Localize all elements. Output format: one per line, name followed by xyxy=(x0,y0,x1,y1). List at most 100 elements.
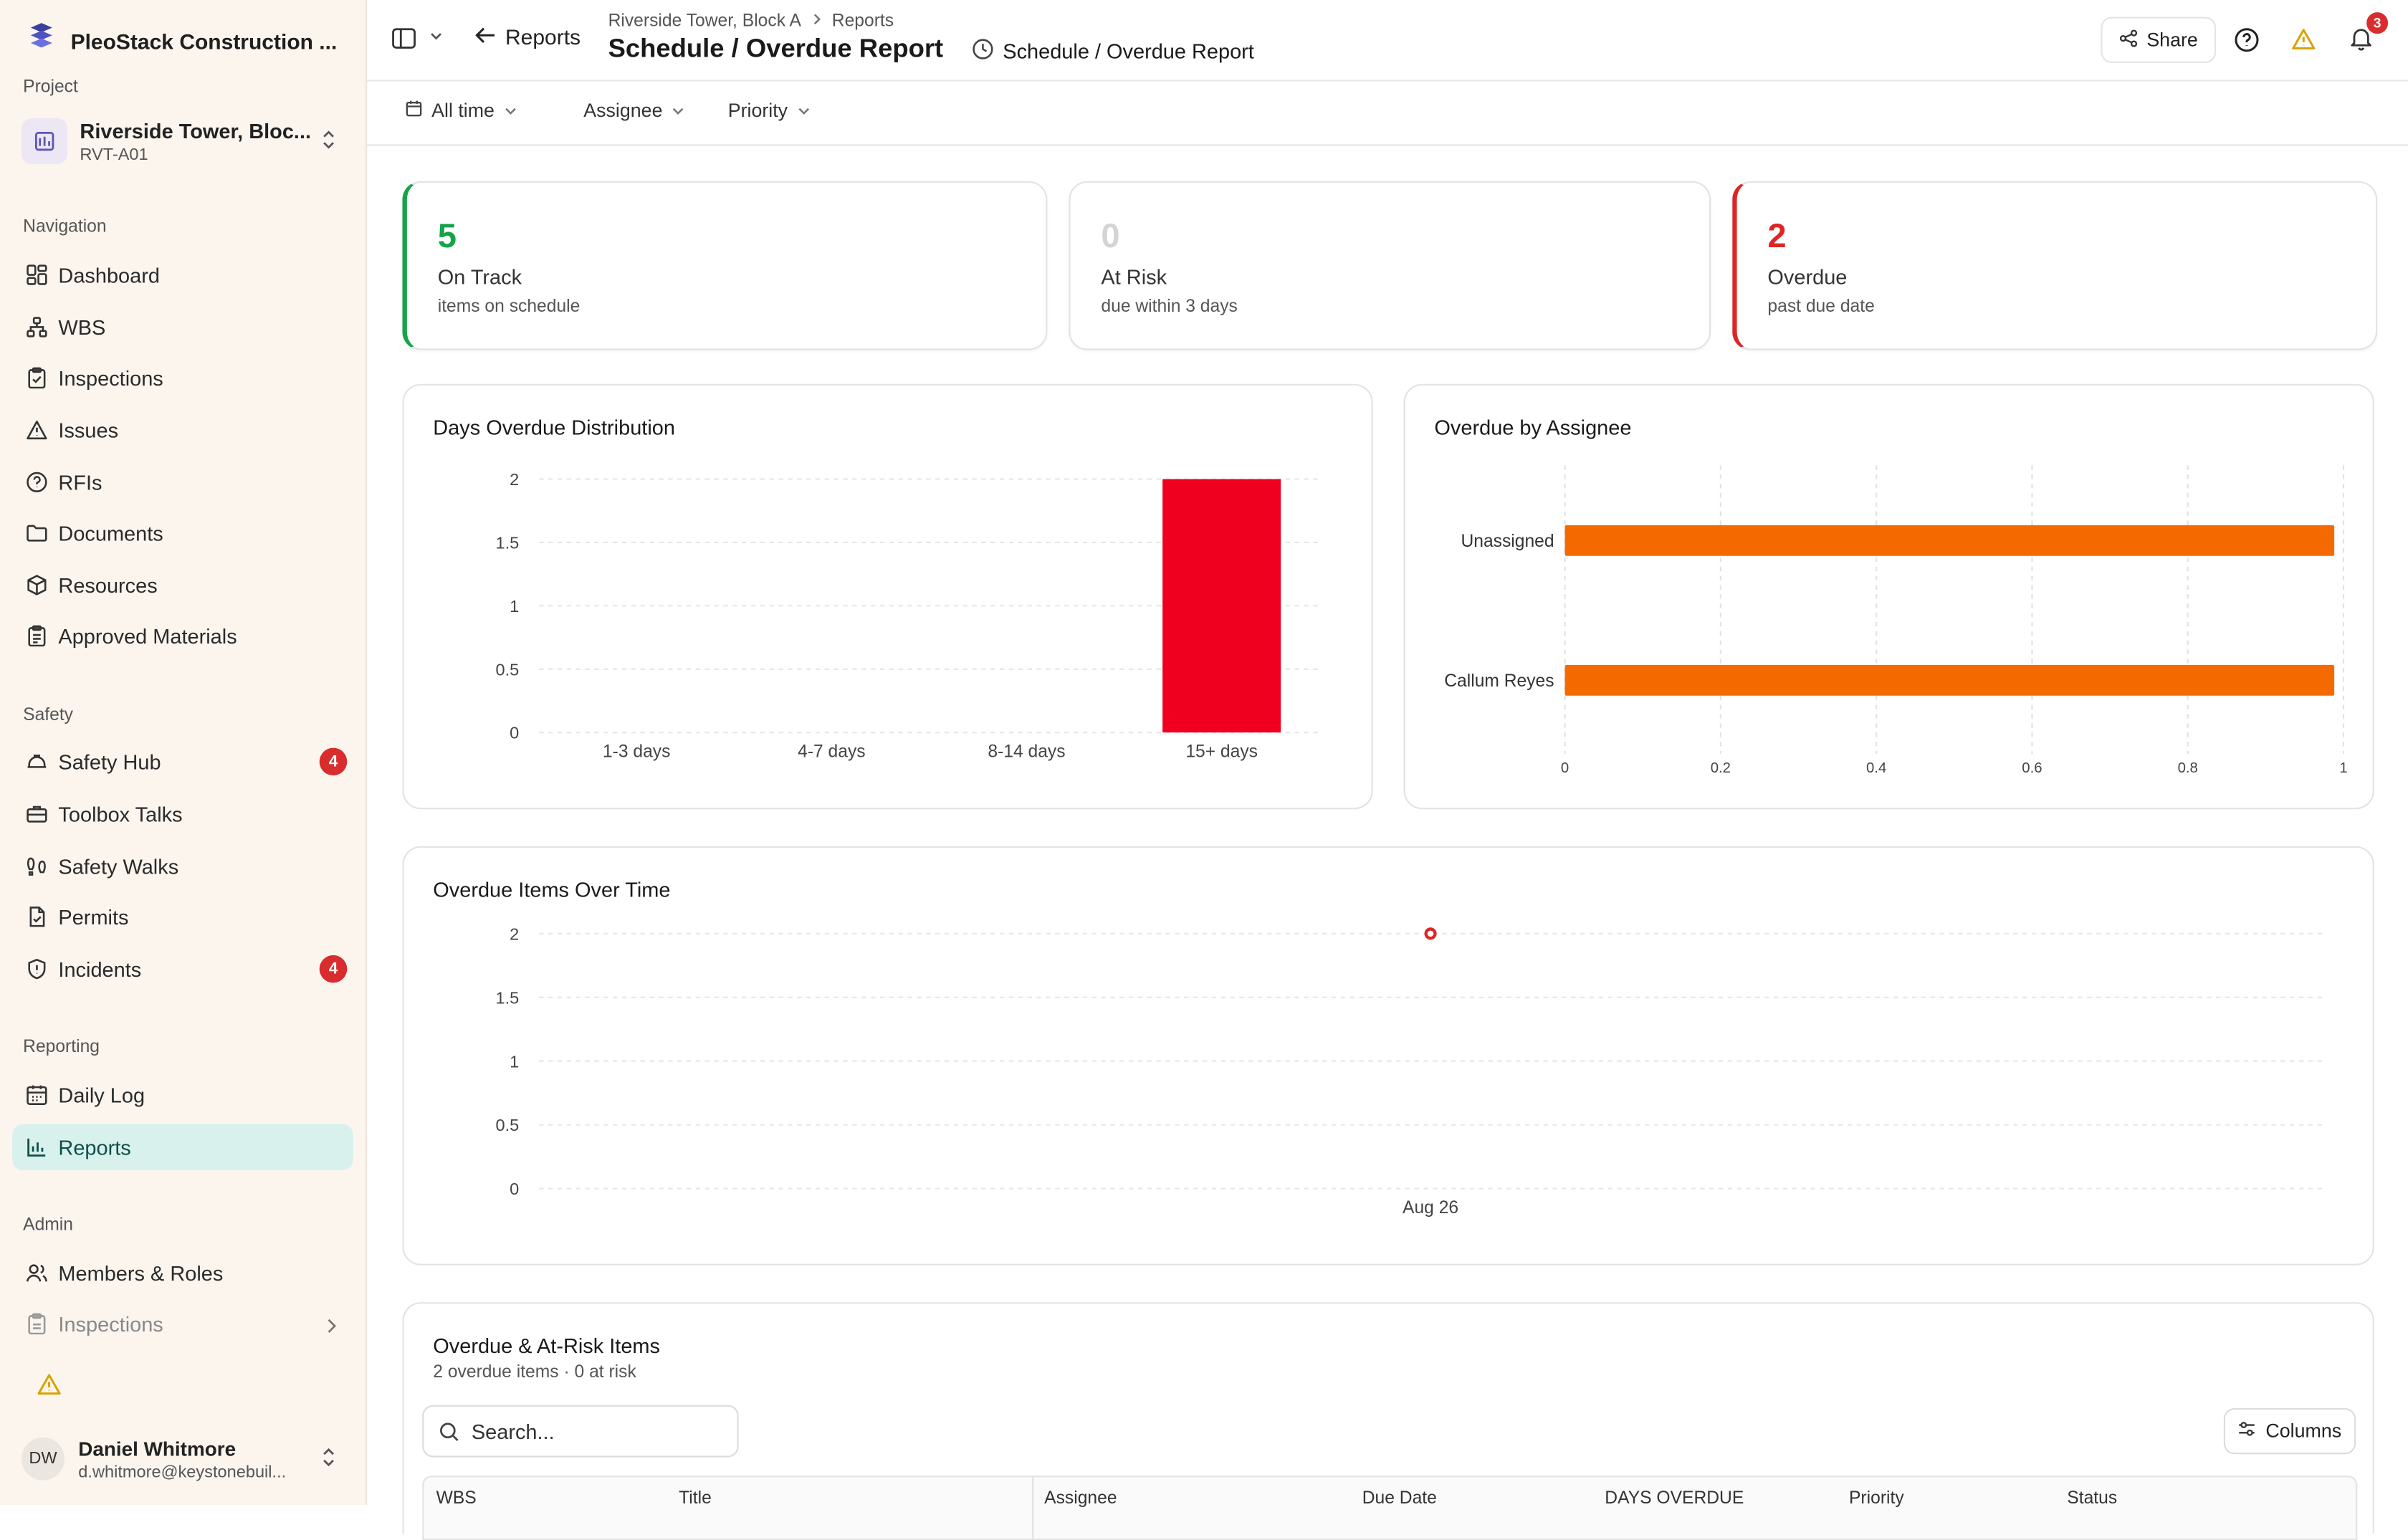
y-tick-label: 0 xyxy=(510,724,519,742)
sidebar-item-issues[interactable]: Issues xyxy=(12,407,353,453)
search-input[interactable] xyxy=(468,1417,720,1445)
sidebar-item-reports[interactable]: Reports xyxy=(12,1124,353,1170)
sidebar-item-daily-log[interactable]: Daily Log xyxy=(12,1072,353,1118)
bar-callum-reyes xyxy=(1564,664,2335,696)
sidebar-item-label: Inspections xyxy=(58,1312,163,1336)
bar-15-days xyxy=(1162,479,1281,733)
sidebar-item-documents[interactable]: Documents xyxy=(12,510,353,555)
on-track-label: On Track xyxy=(437,265,522,289)
project-code: RVT-A01 xyxy=(80,145,148,164)
sidebar-item-rfis[interactable]: RFIs xyxy=(12,459,353,505)
columns-label: Columns xyxy=(2265,1420,2342,1443)
back-label: Reports xyxy=(505,24,581,49)
column-header-days-overdue[interactable]: DAYS OVERDUE xyxy=(1605,1489,1744,1508)
column-header-priority[interactable]: Priority xyxy=(1849,1489,1904,1508)
safety-section-label: Safety xyxy=(23,706,74,725)
time-chart-title: Overdue Items Over Time xyxy=(433,878,671,901)
sidebar-item-label: Daily Log xyxy=(58,1083,145,1106)
hierarchy-icon xyxy=(24,315,49,339)
sidebar-item-inspections[interactable]: Inspections xyxy=(12,1301,353,1347)
sidebar-item-safety-hub[interactable]: Safety Hub 4 xyxy=(12,739,353,785)
clipboard-icon xyxy=(24,1311,49,1336)
y-tick-label: 0.5 xyxy=(496,1116,520,1134)
share-button[interactable]: Share xyxy=(2101,16,2217,63)
sidebar-item-inspections[interactable]: Inspections xyxy=(12,355,353,401)
y-tick-label: Callum Reyes xyxy=(1444,671,1554,691)
sidebar-toggle-icon[interactable] xyxy=(391,28,416,49)
warning-icon[interactable] xyxy=(2291,28,2316,51)
x-tick-label: 4-7 days xyxy=(798,742,865,761)
x-tick-label: 1 xyxy=(2339,760,2347,776)
sidebar-item-label: Incidents xyxy=(58,957,142,981)
days-overdue-distribution-panel: Days Overdue Distribution 0 0.5 1 1.5 2 1-3 d… xyxy=(402,383,1373,810)
sidebar-item-toolbox-talks[interactable]: Toolbox Talks xyxy=(12,791,353,837)
top-header: Reports Riverside Tower, Block A Reports… xyxy=(367,0,2408,82)
chevron-up-down-icon xyxy=(320,129,338,158)
chevron-down-icon xyxy=(797,100,811,121)
file-check-icon xyxy=(24,904,49,929)
at-risk-count: 0 xyxy=(1101,216,1120,255)
assignee-chart: 0 0.2 0.4 0.6 0.8 1 Unassigned Callum Reyes xyxy=(1444,465,2348,776)
column-header-wbs[interactable]: WBS xyxy=(436,1489,477,1508)
assignee-filter[interactable]: Assignee xyxy=(583,100,685,121)
back-button[interactable]: Reports xyxy=(474,24,580,49)
sidebar-item-label: Approved Materials xyxy=(58,624,237,648)
chevron-right-icon xyxy=(325,1314,338,1342)
stat-card-overdue: 2 Overdue past due date xyxy=(1732,181,2378,350)
bell-icon[interactable] xyxy=(2350,26,2373,51)
shield-alert-icon xyxy=(24,957,49,981)
breadcrumb-reports[interactable]: Reports xyxy=(831,12,894,31)
footprints-icon xyxy=(24,853,49,878)
user-name: Daniel Whitmore xyxy=(78,1436,236,1460)
sidebar-item-label: Reports xyxy=(58,1135,131,1159)
user-menu[interactable]: DW Daniel Whitmore d.whitmore@keystonebu… xyxy=(22,1428,347,1490)
breadcrumb: Riverside Tower, Block A Reports xyxy=(608,12,894,31)
column-header-due-date[interactable]: Due Date xyxy=(1362,1489,1437,1508)
filter-bar: All time Assignee Priority xyxy=(367,80,2408,146)
overdue-items-table-panel: Overdue & At-Risk Items 2 overdue items … xyxy=(402,1302,2374,1540)
building-icon xyxy=(22,118,68,165)
users-icon xyxy=(24,1261,49,1285)
y-tick-label: 1 xyxy=(510,597,519,616)
time-filter[interactable]: All time xyxy=(406,100,517,121)
sidebar-item-wbs[interactable]: WBS xyxy=(12,304,353,350)
overdue-count: 2 xyxy=(1767,216,1787,255)
sidebar-item-permits[interactable]: Permits xyxy=(12,894,353,939)
y-tick-label: 1.5 xyxy=(496,534,520,553)
stat-card-at-risk: 0 At Risk due within 3 days xyxy=(1069,181,1711,350)
priority-filter[interactable]: Priority xyxy=(728,100,811,121)
search-box[interactable] xyxy=(422,1405,739,1458)
sidebar-item-safety-walks[interactable]: Safety Walks xyxy=(12,843,353,889)
project-switcher[interactable]: Riverside Tower, Bloc... RVT-A01 xyxy=(22,110,347,172)
sidebar-item-members-roles[interactable]: Members & Roles xyxy=(12,1250,353,1296)
x-tick-label: 0.8 xyxy=(2178,760,2198,776)
column-header-title[interactable]: Title xyxy=(679,1489,712,1508)
priority-filter-label: Priority xyxy=(727,100,788,122)
project-section-label: Project xyxy=(23,78,78,97)
sidebar-item-label: Toolbox Talks xyxy=(58,802,183,826)
x-tick-label: 0.4 xyxy=(1866,760,1886,776)
column-header-status[interactable]: Status xyxy=(2067,1489,2118,1508)
y-tick-label: 0 xyxy=(510,1180,519,1198)
warning-icon[interactable] xyxy=(37,1373,61,1404)
sidebar-item-label: Issues xyxy=(58,418,119,442)
chevron-down-icon[interactable] xyxy=(429,31,444,43)
table-summary: 2 overdue items · 0 at risk xyxy=(433,1363,636,1382)
sidebar-item-incidents[interactable]: Incidents 4 xyxy=(12,946,353,992)
column-header-assignee[interactable]: Assignee xyxy=(1044,1489,1117,1508)
chevron-right-icon xyxy=(811,12,823,31)
toolbox-icon xyxy=(24,802,49,826)
breadcrumb-project[interactable]: Riverside Tower, Block A xyxy=(608,12,801,31)
brand[interactable]: PleoStack Construction ... xyxy=(28,21,337,60)
overdue-sub: past due date xyxy=(1767,297,1875,317)
avatar: DW xyxy=(22,1437,64,1481)
dashboard-icon xyxy=(24,262,49,287)
y-tick-label: 2 xyxy=(510,924,519,943)
sidebar-item-dashboard[interactable]: Dashboard xyxy=(12,252,353,297)
sidebar-item-label: Safety Walks xyxy=(58,854,179,878)
columns-button[interactable]: Columns xyxy=(2223,1407,2356,1455)
time-chart: 0 0.5 1 1.5 2 Aug 26 xyxy=(496,924,2322,1218)
help-icon[interactable] xyxy=(2235,28,2259,52)
sidebar-item-resources[interactable]: Resources xyxy=(12,562,353,608)
sidebar-item-approved-materials[interactable]: Approved Materials xyxy=(12,613,353,659)
